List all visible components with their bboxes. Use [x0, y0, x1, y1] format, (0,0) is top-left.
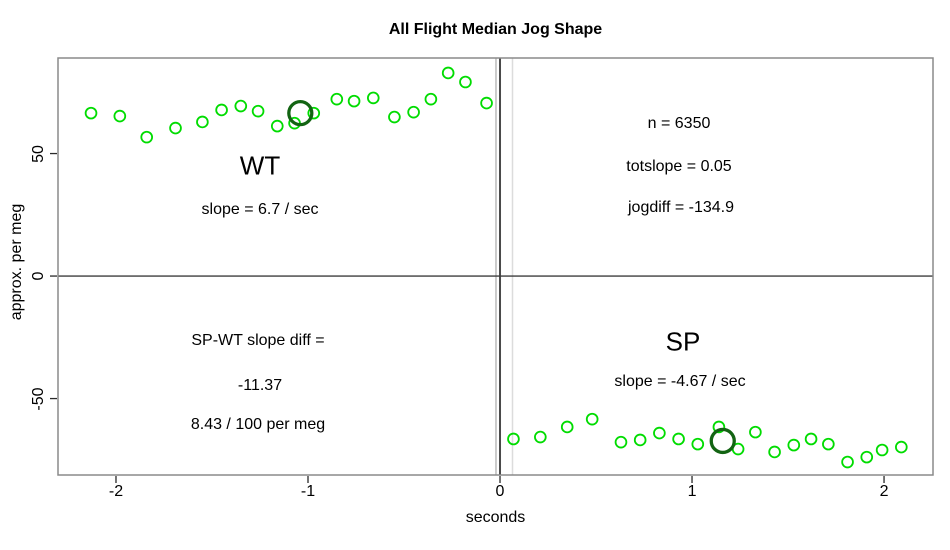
slope-diff-line3: 8.43 / 100 per meg [190, 416, 326, 433]
slope-diff-line2: -11.37 [237, 377, 283, 394]
sp-data-point [672, 432, 685, 446]
sp-data-point [633, 433, 647, 447]
x-tick-label: 0 [495, 483, 505, 500]
wt-highlight-point [287, 99, 314, 127]
y-tick-label: 0 [30, 271, 47, 281]
plot-frame [57, 57, 934, 476]
totslope-text: totslope = 0.05 [626, 158, 732, 175]
wt-data-point [215, 103, 228, 117]
wt-data-point [330, 92, 344, 106]
wt-data-point [459, 75, 472, 89]
sp-data-point [560, 420, 574, 434]
sp-data-point [614, 435, 628, 449]
slope-diff-line1: SP-WT slope diff = [191, 332, 325, 349]
sp-data-point [822, 437, 835, 451]
sp-data-point [768, 445, 781, 459]
sp-data-point [507, 432, 520, 446]
sp-data-point [875, 443, 889, 457]
x-tick-label: 2 [879, 483, 889, 500]
wt-data-point [270, 119, 284, 133]
sp-data-point [749, 425, 762, 439]
sp-highlight-point [709, 427, 736, 455]
wt-data-point [441, 66, 455, 80]
wt-data-point [407, 105, 420, 119]
wt-data-point [366, 91, 380, 105]
wt-data-point [234, 99, 248, 113]
wt-cluster-label: WT [239, 150, 281, 181]
sp-data-point [653, 426, 666, 440]
x-tick-label: -1 [300, 483, 316, 500]
sp-slope-text: slope = -4.67 / sec [614, 373, 746, 390]
wt-data-point [196, 115, 209, 129]
sp-data-point [895, 440, 908, 454]
sp-data-point [787, 438, 801, 452]
wt-data-point [140, 130, 154, 144]
jogdiff-text: jogdiff = -134.9 [627, 199, 735, 216]
wt-data-point [347, 94, 361, 108]
x-tick-label: 1 [687, 483, 697, 500]
n-count-text: n = 6350 [647, 115, 711, 132]
wt-data-point [388, 110, 401, 124]
sp-data-point [804, 432, 818, 446]
sp-data-point [841, 455, 854, 469]
sp-data-point [585, 412, 599, 426]
wt-data-point [84, 106, 98, 120]
sp-data-point [691, 437, 705, 451]
wt-data-point [251, 104, 265, 118]
sp-cluster-label: SP [665, 326, 701, 357]
sp-data-point [860, 450, 874, 464]
wt-data-point [169, 121, 182, 135]
wt-data-point [307, 106, 321, 120]
y-axis-label: approx. per meg [8, 203, 25, 321]
wt-slope-text: slope = 6.7 / sec [201, 201, 319, 218]
sp-data-point [534, 430, 547, 444]
x-axis-label: seconds [465, 509, 526, 526]
y-tick-label: 50 [30, 144, 47, 163]
wt-data-point [424, 92, 438, 106]
wt-data-point [480, 96, 493, 110]
sp-data-point [712, 420, 726, 434]
wt-data-point [113, 109, 127, 123]
y-tick-label: -50 [30, 386, 47, 411]
chart-title: All Flight Median Jog Shape [388, 21, 603, 38]
x-tick-label: -2 [108, 483, 124, 500]
